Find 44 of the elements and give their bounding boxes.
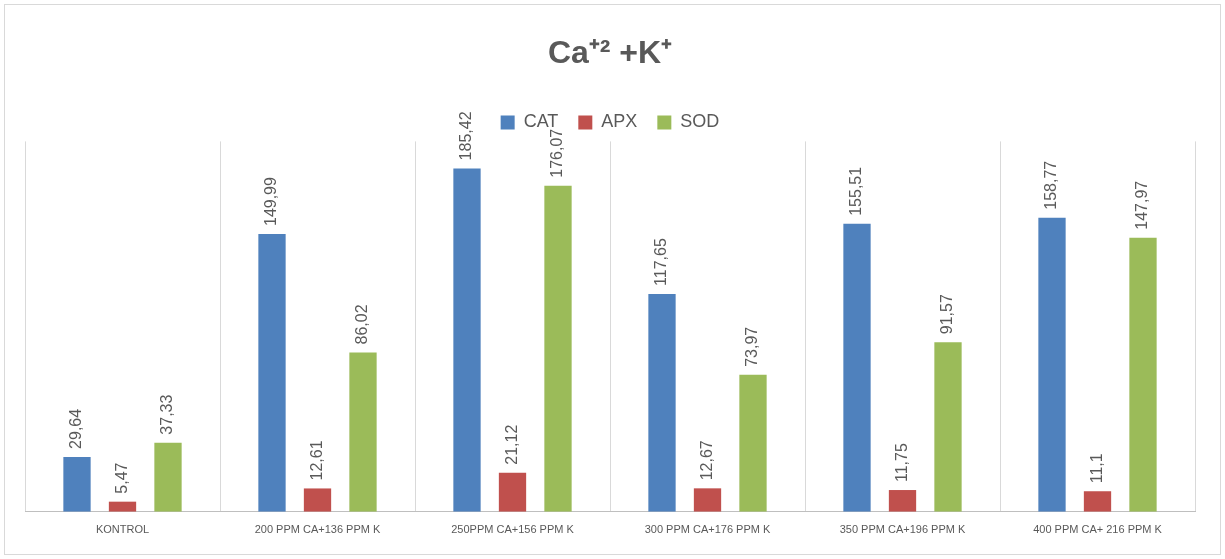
legend-label: SOD (680, 111, 720, 132)
data-label: 86,02 (353, 304, 371, 345)
data-label: 176,07 (548, 128, 566, 178)
bar (303, 488, 332, 512)
x-tick-label: 400 PPM CA+ 216 PPM K (1033, 523, 1163, 536)
data-label: 147,97 (1133, 180, 1151, 230)
bar (1038, 217, 1066, 512)
data-label: 5,47 (112, 462, 130, 494)
data-label: 155,51 (847, 166, 865, 216)
bar (1083, 491, 1112, 512)
data-label: 29,64 (67, 408, 85, 449)
bar (739, 374, 767, 512)
bar (258, 234, 286, 512)
data-label: 185,42 (457, 111, 475, 161)
bar (154, 442, 182, 512)
data-label: 158,77 (1042, 160, 1060, 210)
bar (934, 342, 962, 512)
data-label: 91,57 (938, 294, 956, 335)
x-tick-label: 200 PPM CA+136 PPM K (254, 523, 381, 536)
data-label: 37,33 (158, 394, 176, 435)
bar (693, 488, 722, 512)
data-label: 12,61 (307, 440, 325, 481)
bar (648, 293, 676, 512)
data-label: 117,65 (652, 238, 670, 286)
data-label: 21,12 (502, 424, 520, 465)
x-tick-label: 250PPM CA+156 PPM K (451, 523, 575, 536)
bar (544, 185, 572, 512)
data-label: 73,97 (743, 326, 761, 367)
legend-label: APX (601, 111, 638, 132)
x-tick-label: KONTROL (95, 523, 150, 536)
chart-title: Ca⁺² +K⁺ (547, 34, 673, 71)
bar (1129, 237, 1157, 512)
data-label: 11,1 (1087, 453, 1105, 484)
bar (888, 490, 917, 512)
data-label: 149,99 (262, 176, 280, 227)
bar (453, 168, 481, 512)
bar (63, 456, 91, 512)
bar (843, 223, 871, 512)
data-label: 11,75 (892, 443, 910, 483)
bar (349, 352, 377, 512)
x-tick-label: 300 PPM CA+176 PPM K (644, 523, 771, 536)
bar (498, 472, 527, 512)
data-label: 12,67 (697, 440, 715, 481)
x-tick-label: 350 PPM CA+196 PPM K (839, 523, 966, 536)
